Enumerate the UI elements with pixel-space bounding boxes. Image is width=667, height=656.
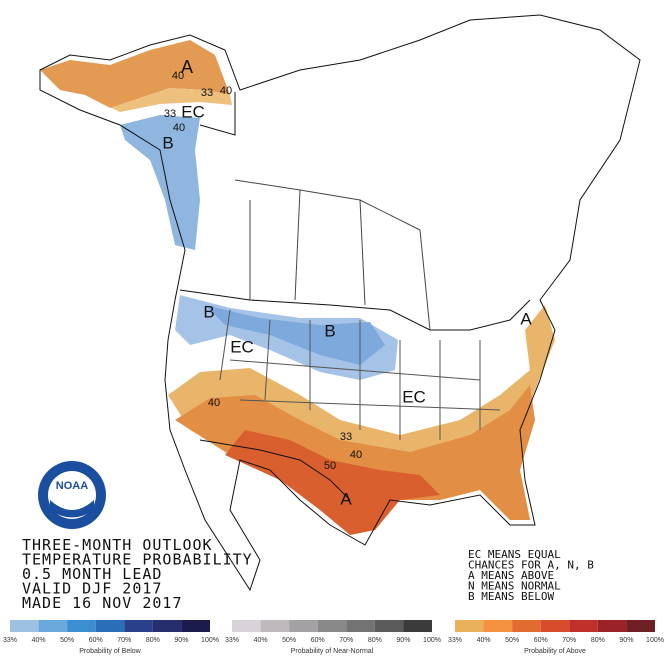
legend-tick: 33%: [225, 637, 239, 644]
alaska-above-light: [85, 88, 232, 112]
logo-text: NOAA: [56, 480, 88, 492]
title-line: 0.5 MONTH LEAD: [22, 565, 162, 583]
map-label: 40: [220, 85, 232, 97]
legend-tick: 90%: [619, 637, 633, 644]
key-line: EC MEANS EQUAL: [468, 548, 561, 561]
legend-swatch: [317, 620, 347, 632]
map-label: 50: [324, 460, 336, 472]
key-line: CHANCES FOR A, N, B: [468, 559, 594, 572]
key-line: N MEANS NORMAL: [468, 580, 561, 593]
map-label: A: [340, 489, 352, 508]
legend-tick: 80%: [591, 637, 605, 644]
legend-tick: 70%: [339, 637, 353, 644]
coastline: [39, 14, 641, 592]
legend-swatch: [67, 620, 96, 632]
legend-swatch: [374, 620, 404, 632]
map-label: 40: [350, 449, 362, 461]
outlines: [39, 14, 641, 592]
legend-swatch: [38, 620, 68, 632]
legend-tick: 33%: [3, 637, 17, 644]
legend-swatch: [483, 620, 513, 632]
legend-tick: 40%: [477, 637, 491, 644]
legend-swatch: [10, 620, 39, 632]
legend-swatch: [597, 620, 627, 632]
map-label: 33: [201, 87, 213, 99]
legend-swatch: [124, 620, 153, 632]
title-line: THREE-MONTH OUTLOOK: [22, 536, 213, 554]
south-us-above: [175, 385, 535, 530]
legend-swatch: [569, 620, 598, 632]
legend-swatch: [626, 620, 655, 632]
map-label: EC: [402, 387, 426, 406]
legend-tick: 50%: [60, 637, 74, 644]
legend-tick: 100%: [201, 637, 219, 644]
map-label: A: [181, 57, 193, 77]
legend-title: Probability of Below: [79, 648, 141, 655]
map-label: B: [324, 321, 335, 340]
legend-swatch: [540, 620, 570, 632]
regions: [40, 40, 555, 535]
logo-disc: [48, 471, 96, 519]
logo-wave: [50, 500, 94, 518]
legend-tick: 100%: [423, 637, 441, 644]
us-mexico-border: [199, 439, 351, 501]
provinces: [234, 179, 431, 331]
legend-tick: 70%: [562, 637, 576, 644]
legend-swatch: [289, 620, 318, 632]
legend-swatch: [181, 620, 210, 632]
legend-swatch: [260, 620, 290, 632]
legend-swatch: [95, 620, 125, 632]
title-line: TEMPERATURE PROBABILITY: [22, 551, 253, 569]
legend-tick: 60%: [89, 637, 103, 644]
legend-swatch: [455, 620, 484, 632]
map-label: B: [203, 302, 214, 321]
map-label: A: [520, 309, 532, 328]
map-label: 40: [172, 70, 184, 82]
legend-swatch: [346, 620, 375, 632]
north-us-below-dark: [205, 305, 385, 365]
legend-swatch: [512, 620, 541, 632]
map-label: EC: [230, 337, 254, 356]
map-label: 40: [208, 397, 220, 409]
color-legends: 33% 40% 50% 60% 70% 80% 90% 100% Probability of …: [3, 620, 664, 655]
legend-tick: 40%: [254, 637, 268, 644]
title-line: MADE 16 NOV 2017: [22, 594, 183, 612]
legend-swatch: [232, 620, 261, 632]
legend-tick: 40%: [32, 637, 46, 644]
legend-tick: 90%: [396, 637, 410, 644]
alaska-border: [199, 92, 236, 136]
legend-swatch: [403, 620, 432, 632]
key-line: A MEANS ABOVE: [468, 569, 554, 582]
map-label: B: [162, 133, 173, 152]
states: [219, 309, 501, 440]
legend-tick: 80%: [368, 637, 382, 644]
legend-tick: 100%: [646, 637, 664, 644]
legend-tick: 50%: [282, 637, 296, 644]
map-label: 40: [173, 122, 185, 134]
legend-tick: 70%: [117, 637, 131, 644]
key-line: B MEANS BELOW: [468, 590, 554, 603]
alaska-below: [120, 115, 200, 250]
noaa-logo: NOAA: [38, 461, 106, 529]
legend-tick: 33%: [448, 637, 462, 644]
map-label: 33: [164, 108, 176, 120]
legend-tick: 80%: [146, 637, 160, 644]
legend-title: Probability of Near-Normal: [291, 648, 374, 655]
alaska-above: [40, 40, 230, 108]
title-line: VALID DJF 2017: [22, 580, 162, 598]
legend-tick: 50%: [505, 637, 519, 644]
legend-tick: 60%: [311, 637, 325, 644]
legend-tick: 60%: [534, 637, 548, 644]
legend-swatch: [152, 620, 182, 632]
map-label: EC: [181, 102, 205, 121]
canada-border: [179, 289, 531, 331]
map-label: 33: [340, 431, 352, 443]
legend-title: Probability of Above: [524, 648, 586, 655]
legend-tick: 90%: [174, 637, 188, 644]
